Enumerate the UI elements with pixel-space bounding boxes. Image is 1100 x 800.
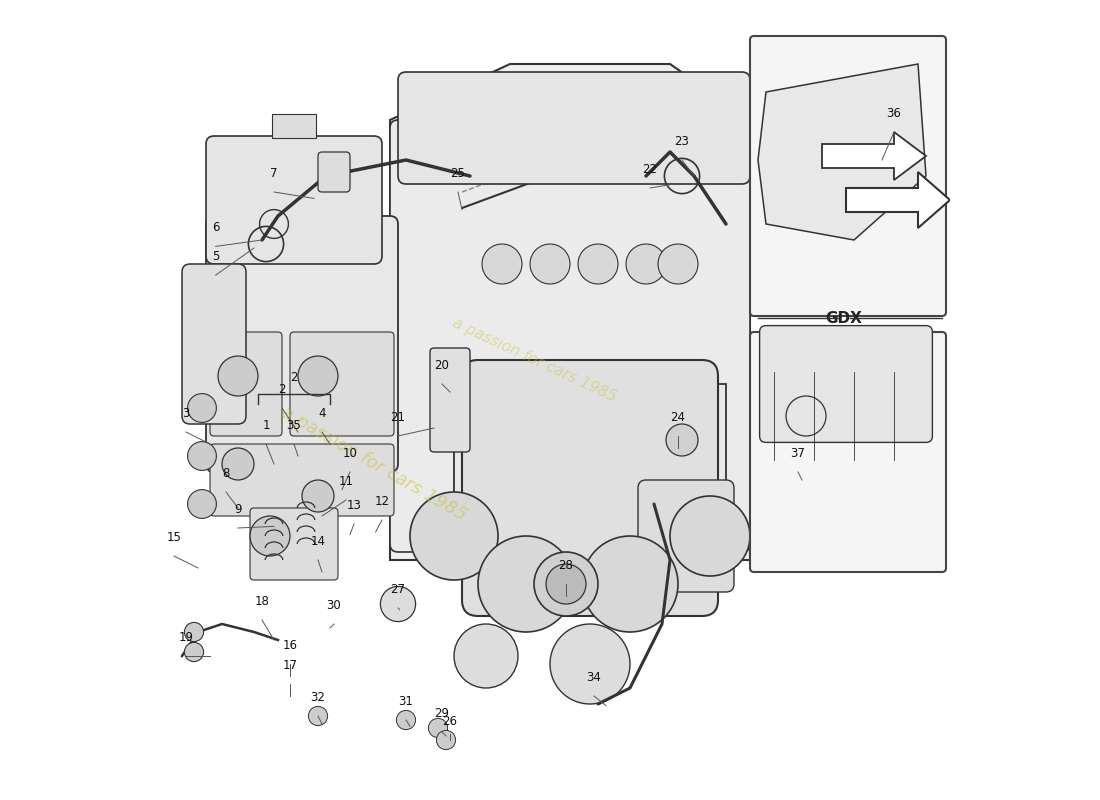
FancyBboxPatch shape [182,264,246,424]
FancyBboxPatch shape [206,136,382,264]
Text: 25: 25 [451,167,465,180]
FancyBboxPatch shape [638,480,734,592]
Text: 7: 7 [271,167,277,180]
Text: 20: 20 [434,359,450,372]
Text: 21: 21 [390,411,406,424]
Circle shape [410,492,498,580]
FancyBboxPatch shape [318,152,350,192]
Text: 31: 31 [398,695,414,708]
Text: 28: 28 [559,559,573,572]
Circle shape [454,624,518,688]
Circle shape [302,480,334,512]
Circle shape [218,356,258,396]
Circle shape [578,244,618,284]
Circle shape [482,244,522,284]
Circle shape [437,730,455,750]
Circle shape [381,586,416,622]
Text: 1: 1 [262,419,270,432]
Circle shape [478,536,574,632]
Circle shape [582,536,678,632]
FancyBboxPatch shape [290,332,394,436]
Text: 2: 2 [290,371,298,384]
Polygon shape [822,132,926,180]
Text: 35: 35 [287,419,301,432]
Circle shape [188,394,217,422]
Text: 11: 11 [339,475,353,488]
Text: 24: 24 [671,411,685,424]
FancyBboxPatch shape [273,114,316,138]
Text: 29: 29 [434,707,450,720]
FancyBboxPatch shape [398,72,750,184]
Circle shape [666,424,698,456]
FancyBboxPatch shape [430,348,470,452]
Text: 9: 9 [234,503,242,516]
Circle shape [185,622,204,642]
Circle shape [626,244,666,284]
FancyBboxPatch shape [462,360,718,616]
Text: GDX: GDX [825,311,862,326]
FancyBboxPatch shape [210,332,282,436]
Text: 30: 30 [327,599,341,612]
Text: 4: 4 [318,407,326,420]
Polygon shape [846,172,950,228]
Circle shape [534,552,598,616]
Text: 10: 10 [342,447,358,460]
FancyBboxPatch shape [206,216,398,472]
Text: 13: 13 [346,499,362,512]
Polygon shape [758,64,926,240]
Circle shape [396,710,416,730]
FancyBboxPatch shape [750,36,946,316]
Circle shape [550,624,630,704]
Circle shape [658,244,698,284]
FancyBboxPatch shape [760,326,933,442]
Text: 15: 15 [166,531,182,544]
Text: 36: 36 [887,107,901,120]
Text: 14: 14 [310,535,326,548]
Text: 17: 17 [283,659,297,672]
Circle shape [250,516,290,556]
Text: 8: 8 [222,467,230,480]
FancyBboxPatch shape [250,508,338,580]
Text: 16: 16 [283,639,297,652]
FancyBboxPatch shape [390,120,750,552]
Text: 32: 32 [310,691,326,704]
Text: 19: 19 [178,631,194,644]
FancyBboxPatch shape [210,444,394,516]
Text: 2: 2 [278,383,286,396]
Text: MASERATI: MASERATI [535,162,693,190]
Circle shape [530,244,570,284]
Text: 23: 23 [674,135,690,148]
Circle shape [188,442,217,470]
Text: a passion for cars 1985: a passion for cars 1985 [278,403,470,525]
FancyBboxPatch shape [750,332,946,572]
Text: 3: 3 [183,407,189,420]
Polygon shape [454,384,726,576]
Text: 34: 34 [586,671,602,684]
Circle shape [670,496,750,576]
Text: a passion for cars 1985: a passion for cars 1985 [450,315,618,405]
Text: 18: 18 [254,595,270,608]
Circle shape [188,490,217,518]
Circle shape [222,448,254,480]
Text: 12: 12 [374,495,389,508]
Circle shape [308,706,328,726]
Circle shape [185,642,204,662]
Circle shape [546,564,586,604]
Text: 6: 6 [212,222,219,234]
Text: 37: 37 [791,447,805,460]
Text: 26: 26 [442,715,458,728]
Circle shape [428,718,448,738]
Polygon shape [390,64,750,560]
Circle shape [298,356,338,396]
Text: 5: 5 [212,250,219,263]
Text: 27: 27 [390,583,406,596]
Text: 22: 22 [642,163,658,176]
